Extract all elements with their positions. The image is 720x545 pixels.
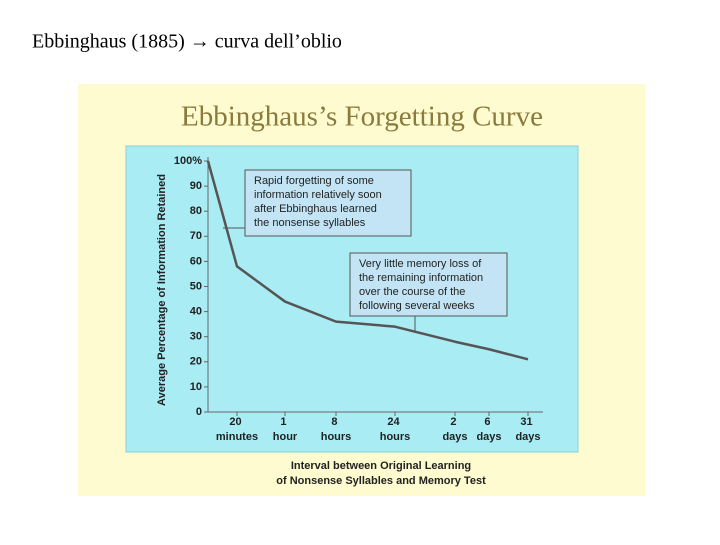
- annotation-text: Very little memory loss of: [359, 258, 482, 270]
- data-line: [206, 160, 529, 361]
- annotation-box: [244, 169, 412, 237]
- annotation-text: over the course of the: [359, 286, 465, 298]
- y-tick-label: 40: [190, 306, 202, 318]
- y-tick-label: 10: [190, 381, 202, 393]
- annotation-box: [349, 252, 508, 317]
- y-tick-label: 30: [190, 331, 202, 343]
- plot: 0 10 20 30 40 50 60 70 80 90 100% 20 minutes 1 hour 8…: [174, 155, 543, 443]
- y-tick-label: 60: [190, 255, 202, 267]
- x-tick-label: 6 days: [476, 416, 501, 443]
- y-tick-label: 80: [190, 205, 202, 217]
- y-tick-label: 20: [190, 356, 202, 368]
- chart-title: Ebbinghaus’s Forgetting Curve: [181, 101, 543, 133]
- annotation-text: following several weeks: [359, 300, 475, 312]
- x-tick-label: 24 hours: [380, 416, 411, 443]
- x-tick-label: 31 days: [515, 416, 540, 443]
- annotation-text: information relatively soon: [254, 189, 382, 201]
- annotation-text: after Ebbinghaus learned: [254, 203, 377, 215]
- y-axis-title: Average Percentage of Information Retain…: [156, 174, 168, 406]
- x-tick-label: 2 days: [442, 416, 467, 443]
- y-tick-label: 70: [190, 230, 202, 242]
- y-tick-label: 50: [190, 280, 202, 292]
- x-tick-label: 8 hours: [321, 416, 352, 443]
- annotation-text: the nonsense syllables: [254, 217, 366, 229]
- x-axis-title: of Nonsense Syllables and Memory Test: [276, 475, 486, 487]
- x-tick-label: 1 hour: [273, 416, 298, 443]
- y-tick-label: 90: [190, 180, 202, 192]
- y-tick-label: 0: [196, 406, 202, 418]
- annotation-text: Rapid forgetting of some: [254, 175, 374, 187]
- x-tick-label: 20 minutes: [216, 416, 258, 443]
- annotation-text: the remaining information: [359, 272, 483, 284]
- y-tick-label: 100%: [174, 155, 202, 167]
- slide-title: Ebbinghaus (1885) → curva dell’oblio: [32, 31, 342, 53]
- x-axis-title: Interval between Original Learning: [291, 460, 471, 472]
